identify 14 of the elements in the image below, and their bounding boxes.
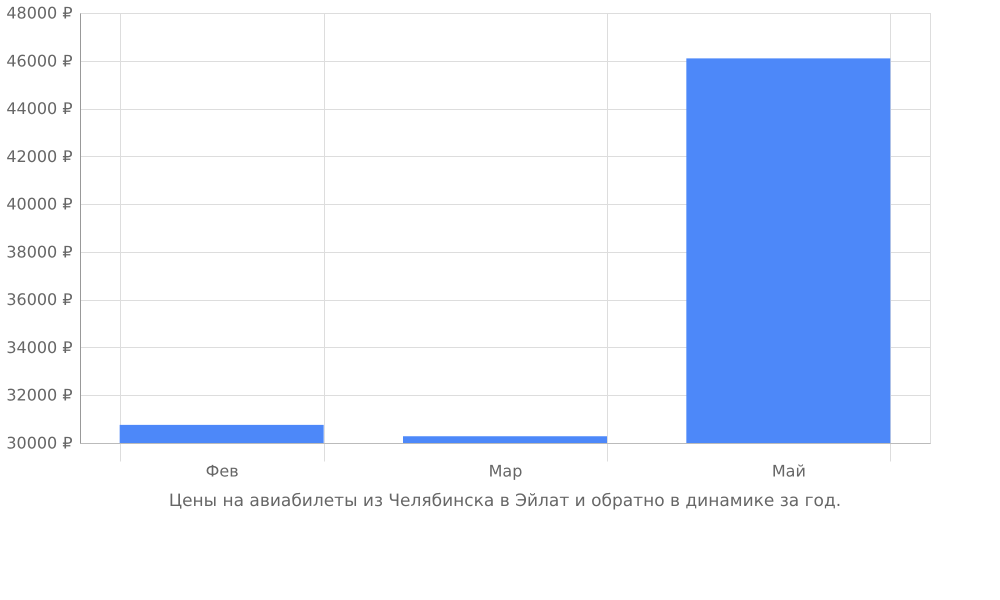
y-tick-label: 38000 ₽: [6, 242, 72, 262]
x-tick-label: Май: [772, 462, 806, 480]
y-tick-label: 48000 ₽: [6, 4, 72, 22]
y-tick-label: 36000 ₽: [6, 290, 72, 310]
x-tick-label: Фев: [206, 462, 239, 480]
text: Цены на авиабилеты из Челябинска в Эйлат и обратно в динамике за год.: [168, 491, 842, 511]
y-tick-label: 30000 ₽: [6, 434, 72, 452]
y-tick-label: 40000 ₽: [6, 194, 72, 214]
x-tick-label: Мар: [488, 462, 522, 480]
y-tick-label: 44000 ₽: [6, 99, 72, 118]
y-tick-label: 32000 ₽: [6, 386, 72, 405]
y-tick-label: 34000 ₽: [6, 338, 72, 357]
y-tick-label: 46000 ₽: [6, 51, 72, 70]
y-tick-label: 42000 ₽: [6, 146, 72, 166]
